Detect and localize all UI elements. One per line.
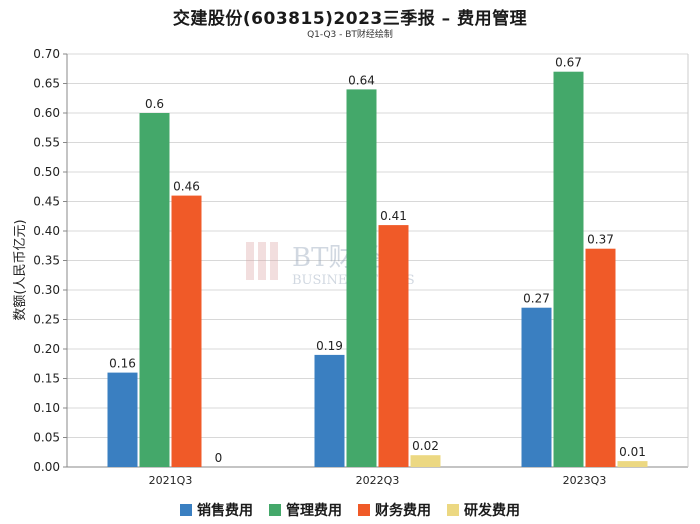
gridlines (67, 53, 688, 468)
bar-value-label: 0.64 (348, 73, 375, 87)
y-tick-label: 0.30 (33, 283, 60, 297)
legend-label: 研发费用 (464, 503, 520, 519)
bar (171, 195, 202, 467)
bar (346, 89, 377, 468)
bar-value-label: 0.37 (587, 233, 614, 247)
y-tick-label: 0.60 (33, 106, 60, 120)
legend-swatch (447, 504, 459, 516)
bar-value-label: 0.6 (145, 97, 164, 111)
bar-value-label: 0.01 (619, 445, 646, 459)
legend-label: 销售费用 (197, 503, 253, 519)
bar (410, 455, 441, 467)
y-tick-label: 0.45 (33, 195, 60, 209)
y-tick-label: 0.15 (33, 372, 60, 386)
y-tick-label: 0.70 (33, 47, 60, 61)
bar-value-label: 0.16 (109, 357, 136, 371)
bar (107, 372, 138, 467)
bar-value-label: 0.41 (380, 209, 407, 223)
y-tick-label: 0.40 (33, 224, 60, 238)
bar (521, 307, 552, 467)
bar (139, 113, 170, 467)
legend: 销售费用 管理费用 财务费用 研发费用 (0, 500, 700, 520)
bar-chart: BT财经 BUSINESS TIMES 0.000.050.100.150.20… (13, 47, 689, 487)
bar (553, 71, 584, 467)
y-tick-label: 0.05 (33, 431, 60, 445)
bar (378, 225, 409, 467)
bar (585, 248, 616, 467)
legend-swatch (269, 504, 281, 516)
bar-value-label: 0.67 (555, 56, 582, 70)
y-tick-label: 0.35 (33, 254, 60, 268)
legend-label: 管理费用 (286, 503, 342, 519)
bar-value-label: 0.46 (173, 180, 200, 194)
x-tick-label: 2021Q3 (149, 474, 193, 487)
data-labels: 0.16 0.6 0.46 0 0.19 0.64 0.41 0.02 0.27 0.67 0.37… (109, 56, 646, 465)
legend-swatch (358, 504, 370, 516)
y-axis-label: 数额(人民币亿元) (13, 219, 28, 320)
bar-value-label: 0.02 (412, 439, 439, 453)
y-tick-label: 0.10 (33, 401, 60, 415)
bar (314, 354, 345, 467)
bars (107, 71, 648, 468)
bar-value-label: 0.19 (316, 339, 343, 353)
chart-subtitle: Q1-Q3 - BT财经绘制 (307, 30, 393, 40)
legend-item: 销售费用 (180, 500, 253, 520)
y-tick-label: 0.20 (33, 342, 60, 356)
chart-title: 交建股份(603815)2023三季报 – 费用管理 (172, 9, 528, 29)
legend-item: 财务费用 (358, 500, 431, 520)
y-tick-label: 0.55 (33, 136, 60, 150)
bar (617, 461, 648, 467)
legend-label: 财务费用 (375, 503, 431, 519)
y-tick-label: 0.25 (33, 313, 60, 327)
x-tick-label: 2022Q3 (356, 474, 400, 487)
y-tick-label: 0.00 (33, 460, 60, 474)
axes: 0.00 0.05 0.10 0.15 0.20 0.25 0.30 0.35 0.40 0.45… (33, 47, 689, 487)
y-tick-label: 0.65 (33, 77, 60, 91)
legend-swatch (180, 504, 192, 516)
y-tick-label: 0.50 (33, 165, 60, 179)
legend-item: 研发费用 (447, 500, 520, 520)
legend-item: 管理费用 (269, 500, 342, 520)
bar-value-label: 0 (215, 451, 223, 465)
x-tick-label: 2023Q3 (563, 474, 607, 487)
bar-value-label: 0.27 (523, 292, 550, 306)
